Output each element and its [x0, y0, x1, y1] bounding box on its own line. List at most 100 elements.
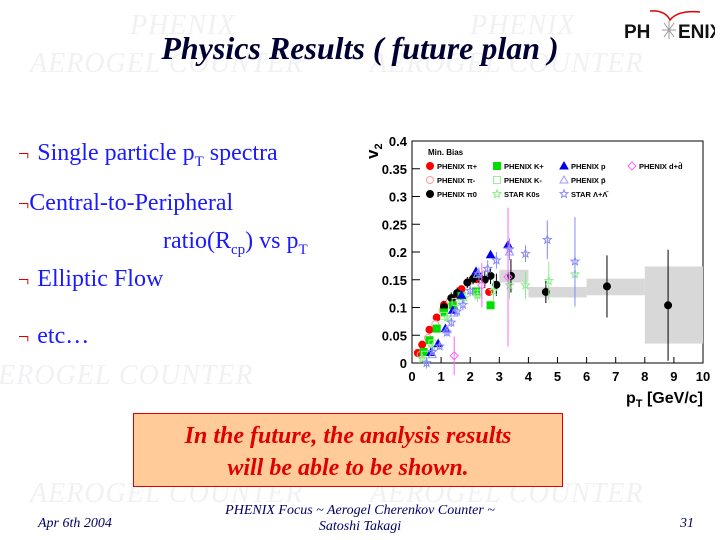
- data-point: [456, 290, 467, 299]
- legend-entry: PHENIX K+: [504, 162, 544, 171]
- data-point: [451, 305, 463, 316]
- data-point: [486, 301, 495, 310]
- svg-text:ENIX: ENIX: [678, 22, 715, 43]
- x-tick-label: 6: [583, 369, 590, 384]
- data-point: [485, 249, 496, 259]
- x-tick-label: 8: [641, 369, 648, 384]
- y-tick-label: 0.35: [382, 162, 407, 177]
- data-point: [504, 243, 515, 254]
- data-point: [480, 275, 489, 284]
- y-axis-label: v2: [363, 143, 385, 159]
- watermark: PHENIX: [470, 10, 576, 41]
- data-point: [541, 234, 553, 245]
- legend-entry: STAR Λ+Λ̄: [571, 190, 609, 199]
- y-tick-label: 0.3: [389, 190, 407, 205]
- data-point: [464, 285, 476, 296]
- legend-entry: PHENIX p̄: [571, 176, 606, 185]
- systematic-band: [528, 286, 587, 298]
- x-tick-label: 4: [525, 369, 533, 384]
- y-tick-label: 0.15: [382, 273, 407, 288]
- legend-entry: PHENIX K-: [504, 176, 542, 185]
- note-line: will be able to be shown.: [227, 455, 469, 481]
- data-point: [449, 351, 459, 361]
- data-point: [427, 346, 438, 357]
- data-point: [457, 299, 469, 310]
- x-tick-label: 9: [670, 369, 677, 384]
- y-tick-label: 0.05: [382, 328, 407, 343]
- bullet-flow: ¬ Elliptic Flow: [18, 266, 164, 292]
- y-tick-label: 0.2: [389, 245, 407, 260]
- data-point: [421, 357, 432, 368]
- x-tick-label: 0: [408, 369, 415, 384]
- note-line: In the future, the analysis results: [184, 423, 512, 449]
- slide-title: Physics Results ( future plan ): [161, 30, 559, 66]
- legend-title: Min. Bias: [428, 148, 464, 157]
- bullet-rcp-cont: ratio(Rcp) vs pT: [163, 228, 308, 258]
- legend-marker: [426, 190, 434, 198]
- x-tick-label: 2: [467, 369, 474, 384]
- data-point: [463, 278, 472, 287]
- legend-marker: [627, 161, 637, 171]
- y-tick-label: 0: [400, 356, 407, 371]
- legend-entry: PHENIX π-: [437, 176, 476, 185]
- systematic-band: [644, 266, 703, 344]
- footer-center: PHENIX Focus ~ Aerogel Cherenkov Counter…: [225, 503, 495, 534]
- data-point: [520, 279, 531, 290]
- x-tick-label: 3: [496, 369, 503, 384]
- legend-entry: STAR K0s: [504, 190, 540, 199]
- legend-marker: [559, 160, 569, 170]
- watermark: AEROGEL COUNTER: [0, 360, 254, 391]
- watermark: AEROGEL COUNTER: [30, 48, 304, 79]
- v2-chart: 0 1 2 3 4 5 6 7 8 9 10 0 0.05 0.1 0.15 0.2 0.25 0.3 0.35 0.…: [363, 134, 710, 410]
- y-tick-label: 0.1: [389, 301, 407, 316]
- bullet-etc: ¬ etc…: [18, 323, 90, 349]
- legend-entry: PHENIX d+d̄: [639, 162, 683, 171]
- y-tick-label: 0.4: [389, 134, 408, 149]
- data-point: [432, 313, 441, 322]
- footer-date: Apr 6th 2004: [38, 516, 112, 531]
- x-tick-label: 10: [696, 369, 710, 384]
- data-point: [491, 254, 502, 265]
- data-point: [472, 289, 483, 300]
- data-point: [569, 255, 581, 266]
- data-point: [432, 324, 441, 333]
- legend-entry: PHENIX p: [571, 162, 606, 171]
- x-tick-label: 7: [612, 369, 619, 384]
- data-point: [541, 287, 550, 296]
- legend-marker: [426, 176, 434, 184]
- x-tick-label: 1: [437, 369, 444, 384]
- x-axis-label: pT [GeV/c]: [626, 390, 703, 410]
- legend-entry: PHENIX π+: [437, 162, 478, 171]
- data-point: [441, 326, 453, 338]
- data-point: [664, 301, 673, 310]
- data-point: [602, 282, 611, 291]
- watermark: PHENIX: [130, 10, 236, 41]
- legend-marker: [493, 176, 501, 184]
- data-point: [449, 308, 460, 317]
- data-point: [482, 263, 494, 274]
- data-point: [503, 272, 513, 282]
- bullet-spectra: ¬ Single particle pT spectra: [18, 140, 278, 170]
- data-point: [425, 325, 434, 334]
- legend-entry: PHENIX π0: [437, 190, 477, 199]
- data-point: [434, 340, 445, 351]
- data-point: [520, 248, 531, 259]
- legend-marker: [559, 174, 569, 184]
- data-point: [418, 340, 427, 349]
- data-point: [416, 353, 428, 364]
- legend-marker: [493, 162, 501, 170]
- legend-marker: [426, 162, 434, 170]
- legend-marker: [491, 188, 503, 199]
- future-note-box: In the future, the analysis results will …: [133, 413, 563, 487]
- watermark: AEROGEL COUNTER: [370, 48, 644, 79]
- y-tick-label: 0.25: [382, 217, 407, 232]
- footer-page-number: 31: [680, 516, 694, 531]
- x-tick-label: 5: [554, 369, 561, 384]
- data-point: [477, 280, 487, 291]
- data-point: [504, 279, 515, 290]
- phenix-logo: PH ENIX: [624, 10, 715, 43]
- bullet-rcp: ¬Central-to-Peripheral: [18, 190, 234, 216]
- data-point: [451, 297, 460, 306]
- svg-text:PH: PH: [624, 22, 650, 43]
